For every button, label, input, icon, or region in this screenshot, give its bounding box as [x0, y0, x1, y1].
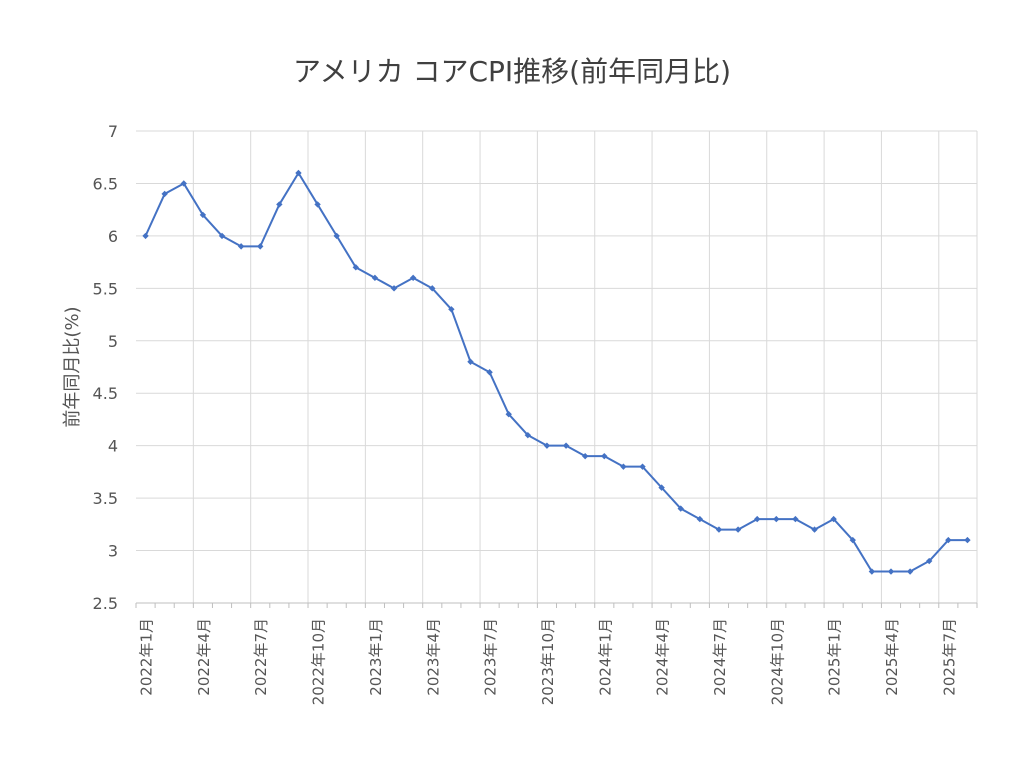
x-tick-label: 2024年1月	[596, 618, 614, 696]
y-tick-label: 6	[108, 227, 118, 246]
x-tick-label: 2023年10月	[539, 618, 557, 705]
series-line	[144, 171, 968, 573]
y-axis-label: 前年同月比(%)	[62, 306, 83, 427]
data-point	[161, 190, 168, 198]
data-point	[696, 515, 704, 523]
data-point	[352, 264, 360, 271]
data-point	[830, 515, 837, 523]
data-point	[868, 568, 876, 575]
data-point	[524, 431, 532, 439]
x-tick-label: 2022年1月	[138, 618, 156, 696]
data-point	[734, 526, 742, 533]
data-point	[620, 463, 627, 470]
data-point	[811, 526, 818, 533]
data-point	[753, 515, 761, 523]
data-point	[276, 201, 283, 208]
data-point	[486, 369, 493, 376]
data-point	[390, 285, 398, 292]
data-point	[199, 211, 207, 219]
x-tick-label: 2024年4月	[654, 618, 672, 696]
x-tick-label: 2025年7月	[940, 618, 958, 696]
chart-title: アメリカ コアCPI推移(前年同月比)	[292, 55, 732, 88]
data-point	[429, 285, 436, 292]
data-point	[887, 568, 895, 575]
y-tick-label: 6.5	[93, 174, 118, 193]
y-tick-label: 5.5	[93, 279, 118, 298]
y-tick-label: 4	[108, 437, 118, 456]
data-point	[849, 536, 856, 544]
y-tick-label: 4.5	[93, 384, 118, 403]
data-point	[581, 452, 589, 460]
data-point	[314, 201, 321, 208]
data-point	[257, 243, 264, 250]
data-point	[964, 536, 971, 544]
data-point	[639, 463, 646, 470]
x-tick-label: 2024年10月	[768, 618, 786, 705]
data-point	[142, 232, 149, 240]
grid-lines	[136, 130, 978, 604]
x-tick-label: 2022年4月	[195, 618, 213, 696]
data-point	[409, 274, 417, 282]
x-tick-label: 2023年7月	[482, 618, 500, 696]
data-point	[180, 180, 187, 187]
data-point	[371, 274, 379, 282]
y-tick-label: 3.5	[93, 489, 118, 508]
data-point	[218, 232, 226, 240]
x-tick-label: 2025年4月	[883, 618, 901, 696]
data-point	[448, 306, 455, 313]
data-point	[677, 505, 684, 512]
axes	[135, 602, 978, 608]
data-point	[543, 442, 551, 449]
data-point	[467, 358, 474, 365]
data-point	[237, 243, 245, 250]
series-line	[144, 171, 968, 573]
x-tick-label: 2022年7月	[252, 618, 270, 696]
data-point	[295, 169, 302, 177]
y-tick-labels: 2.5 3 3.5 4 4.5 5 5.5 6 6.5 7	[93, 122, 118, 613]
data-point	[333, 232, 340, 240]
y-tick-label: 5	[108, 332, 118, 351]
x-tick-labels: 2022年1月 2022年4月 2022年7月 2022年10月 2023年1月 2023…	[138, 618, 959, 705]
data-point	[926, 557, 933, 565]
data-point	[792, 515, 799, 523]
data-point	[601, 452, 608, 460]
y-tick-label: 7	[108, 122, 118, 141]
y-tick-label: 3	[108, 542, 118, 561]
x-tick-label: 2025年1月	[826, 618, 844, 696]
data-point	[562, 442, 570, 449]
data-point	[715, 526, 723, 533]
x-tick-label: 2022年10月	[310, 618, 328, 705]
data-point	[658, 484, 665, 491]
data-point	[773, 515, 780, 523]
data-markers	[142, 169, 971, 575]
data-point	[505, 411, 512, 418]
data-point	[906, 568, 914, 575]
x-tick-label: 2023年4月	[424, 618, 442, 696]
data-point	[945, 536, 952, 544]
x-tick-label: 2023年1月	[367, 618, 385, 696]
y-tick-label: 2.5	[93, 594, 118, 613]
x-tick-label: 2024年7月	[711, 618, 729, 696]
